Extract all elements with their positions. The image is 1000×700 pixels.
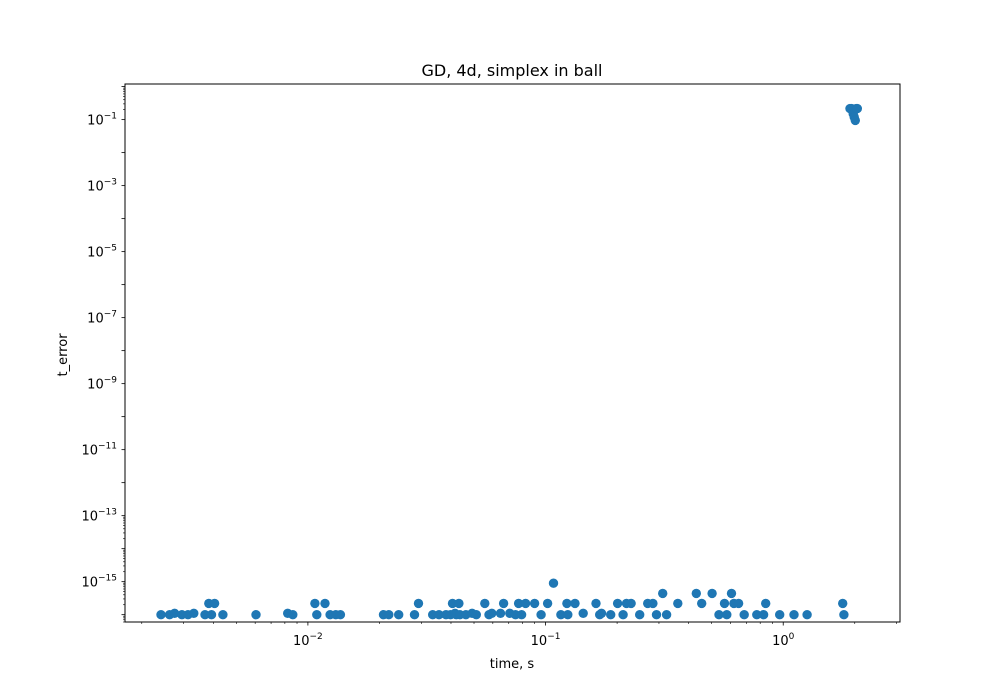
x-tick-label: 10−1	[531, 632, 561, 649]
data-point	[320, 598, 330, 609]
y-tick-label: 10−15	[81, 574, 117, 591]
data-point	[529, 598, 540, 609]
data-point	[651, 610, 662, 620]
data-point	[635, 610, 645, 620]
data-point	[413, 598, 424, 609]
data-point	[556, 610, 566, 620]
data-point	[434, 610, 444, 620]
data-point	[626, 598, 636, 609]
data-point	[169, 608, 180, 618]
scatter-points	[156, 103, 862, 620]
data-point	[719, 598, 730, 609]
data-point	[739, 610, 749, 620]
data-point	[789, 610, 799, 620]
data-point	[542, 598, 553, 609]
data-point	[612, 598, 623, 609]
data-point	[454, 598, 464, 609]
data-point	[661, 610, 672, 620]
data-point	[251, 610, 261, 620]
data-point	[480, 598, 490, 609]
data-point	[471, 610, 481, 620]
y-tick-label: 10−7	[87, 310, 117, 327]
y-tick-label: 10−9	[87, 376, 117, 393]
y-axis-label: t_error	[56, 333, 71, 377]
data-point	[596, 608, 607, 618]
data-point	[691, 588, 701, 599]
data-point	[200, 610, 210, 620]
x-axis-label: time, s	[490, 657, 535, 672]
data-point	[802, 610, 812, 620]
data-point	[384, 610, 394, 620]
data-point	[852, 103, 862, 114]
data-point	[758, 610, 769, 620]
data-point	[520, 598, 531, 609]
data-point	[697, 598, 707, 609]
data-point	[673, 598, 683, 609]
data-point	[591, 598, 601, 609]
data-point	[409, 610, 420, 620]
data-point	[838, 598, 848, 609]
data-point	[606, 610, 616, 620]
data-point	[752, 610, 762, 620]
data-point	[648, 598, 658, 609]
data-point	[839, 610, 849, 620]
data-point	[156, 610, 166, 620]
chart-title: GD, 4d, simplex in ball	[421, 61, 602, 80]
y-tick-label: 10−1	[87, 112, 117, 129]
y-tick-label: 10−3	[87, 178, 117, 195]
data-point	[761, 598, 771, 609]
data-point	[335, 610, 346, 620]
data-point	[658, 588, 668, 599]
data-point	[775, 610, 785, 620]
data-point	[578, 608, 588, 618]
data-point	[714, 610, 724, 620]
y-axis-ticks: 10−1 10−3 10−5 10−7 10−9 10−11 10−13 10−15	[81, 86, 125, 623]
data-point	[487, 608, 497, 618]
data-point	[513, 598, 524, 609]
data-point	[722, 610, 732, 620]
data-point	[548, 578, 559, 588]
x-axis-ticks: 10−2 10−1 100	[141, 622, 897, 649]
x-tick-label: 10−2	[293, 632, 323, 649]
plot-frame	[124, 83, 901, 623]
data-point	[570, 598, 580, 609]
data-point	[733, 598, 744, 609]
data-point	[498, 598, 509, 609]
y-tick-label: 10−5	[87, 244, 117, 261]
data-point	[562, 598, 572, 609]
data-point	[189, 608, 199, 618]
data-point	[516, 610, 527, 620]
data-point	[310, 598, 320, 609]
data-point	[850, 115, 860, 126]
data-point	[726, 588, 737, 599]
data-point	[536, 610, 546, 620]
y-tick-label: 10−11	[81, 442, 117, 459]
data-point	[209, 598, 220, 609]
data-point	[495, 608, 506, 618]
data-point	[618, 610, 628, 620]
y-tick-label: 10−13	[81, 508, 117, 525]
data-point	[206, 610, 217, 620]
data-point	[563, 610, 573, 620]
x-tick-label: 100	[772, 632, 795, 649]
data-point	[218, 610, 228, 620]
data-point	[394, 610, 404, 620]
data-point	[288, 610, 298, 620]
data-point	[707, 588, 717, 599]
data-point	[312, 610, 322, 620]
